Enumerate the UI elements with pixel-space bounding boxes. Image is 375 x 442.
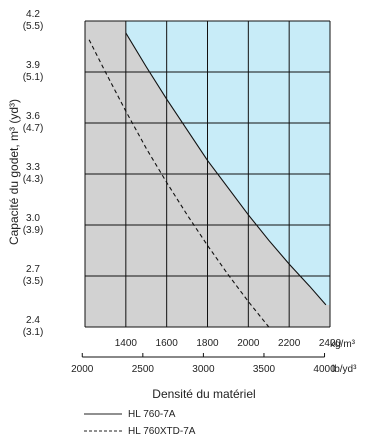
secondary-x-tick-label-0: 2000 [71,364,94,375]
x-tick-label-5: 2400 [319,338,342,349]
plot-area [84,20,331,328]
y-tick-label-0: 4.2 [26,9,40,20]
secondary-x-tick-label-3: 3500 [253,364,276,375]
y-tick-label-2: 3.6 [26,111,40,122]
series-line-0 [125,32,327,306]
secondary-x-tick-label-4: 4000 [313,364,336,375]
y-tick-sub-label-0: (5.5) [23,21,44,32]
legend-label-0: HL 760-7A [128,409,176,420]
y-axis-title: Capacité du godet, m³ (yd³) [7,99,21,245]
x-tick-label-2: 1800 [196,338,219,349]
y-tick-sub-label-6: (3.1) [23,327,44,338]
x-unit-secondary: lb/yd³ [332,364,357,375]
y-axis-ticks: 4.2(5.5) 3.9(5.1) 3.6(4.7) 3.3(4.3) 3.0(3.9)… [23,9,44,338]
x-unit-primary: kg/m³ [330,339,356,350]
y-tick-label-4: 3.0 [26,213,40,224]
x-tick-label-3: 2000 [237,338,260,349]
y-tick-sub-label-4: (3.9) [23,225,44,236]
y-tick-sub-label-3: (4.3) [23,174,44,185]
y-tick-sub-label-1: (5.1) [23,72,44,83]
y-tick-sub-label-5: (3.5) [23,276,44,287]
legend-label-1: HL 760XTD-7A [128,426,196,437]
y-tick-label-1: 3.9 [26,60,40,71]
secondary-x-tick-label-1: 2500 [132,364,155,375]
x-axis-title: Densité du matériel [152,387,255,401]
series-line-1 [88,39,270,328]
secondary-x-tick-label-2: 3000 [192,364,215,375]
legend: HL 760-7A HL 760XTD-7A [84,409,196,437]
x-tick-label-1: 1600 [156,338,179,349]
y-tick-label-6: 2.4 [26,315,40,326]
y-tick-sub-label-2: (4.7) [23,123,44,134]
y-tick-label-3: 3.3 [26,162,40,173]
x-tick-label-4: 2200 [278,338,301,349]
x-tick-label-0: 1400 [115,338,138,349]
x-axis-ticks: 1400 1600 1800 2000 2200 2400 2000 2500 3000 3500… [71,338,341,375]
y-tick-label-5: 2.7 [26,264,40,275]
